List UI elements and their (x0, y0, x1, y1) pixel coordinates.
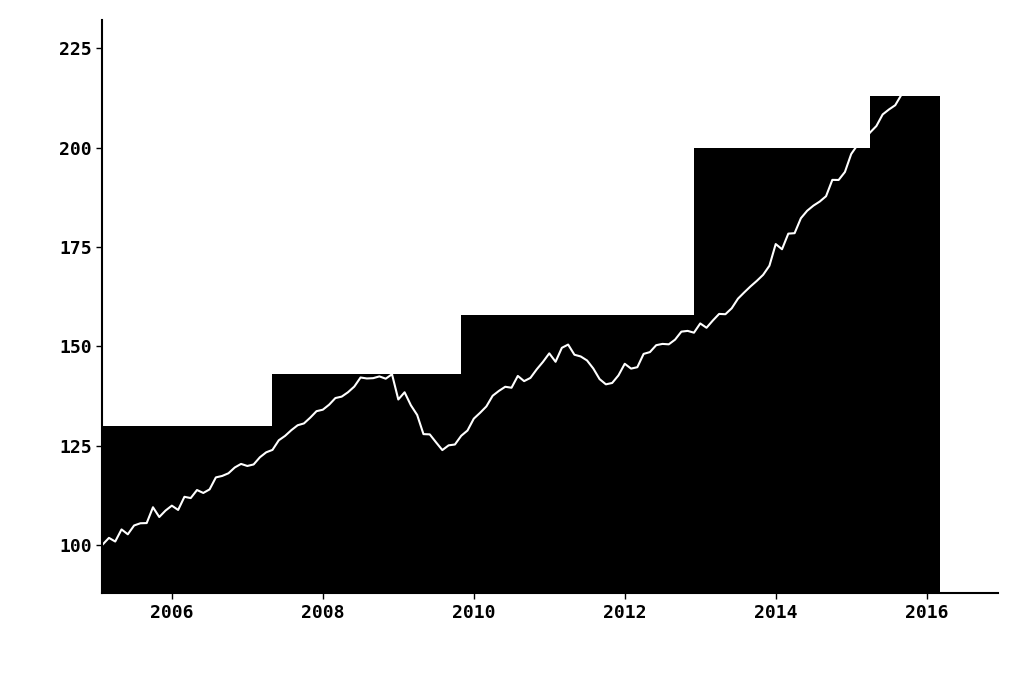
Bar (694, 148, 870, 593)
Bar (461, 315, 694, 593)
Bar (102, 426, 272, 593)
Bar (272, 374, 461, 593)
Bar (870, 96, 940, 593)
